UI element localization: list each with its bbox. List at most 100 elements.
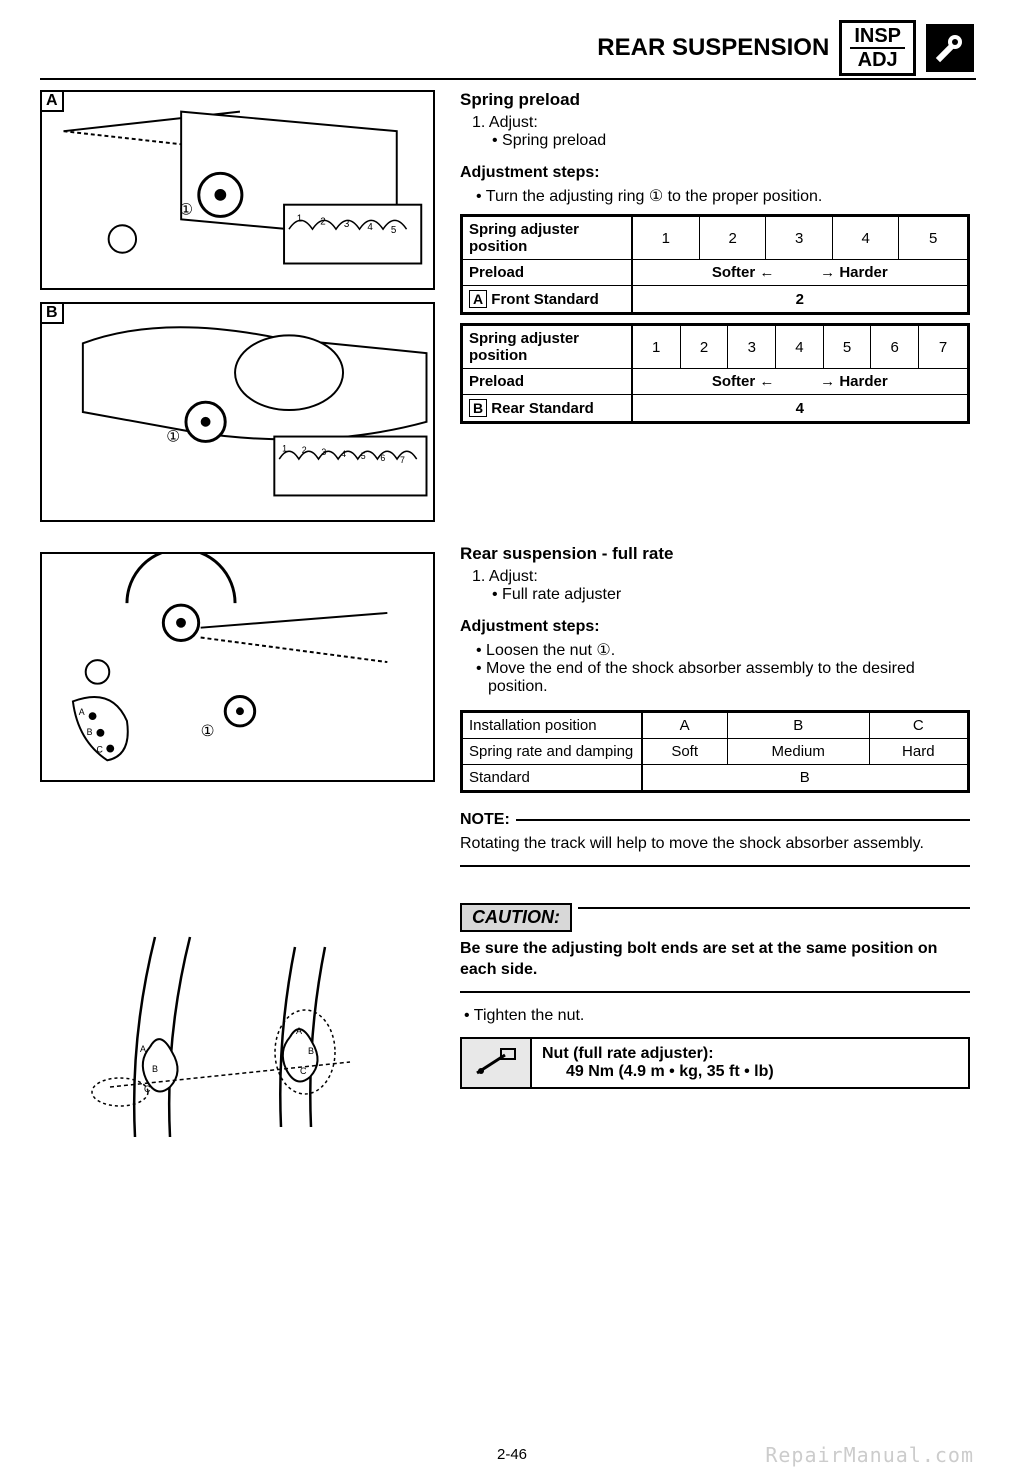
header-box-line2: ADJ bbox=[858, 49, 898, 71]
spring-adjuster-table-b: Spring adjuster position 1 2 3 4 5 6 7 P… bbox=[460, 323, 970, 424]
diagram-b: B ① 1 2 3 4 5 6 7 bbox=[40, 302, 435, 522]
svg-text:①: ① bbox=[179, 202, 193, 219]
svg-text:1: 1 bbox=[282, 443, 287, 453]
t1-c5: 5 bbox=[899, 216, 969, 260]
spring-adjuster-table-a: Spring adjuster position 1 2 3 4 5 Prelo… bbox=[460, 214, 970, 315]
diagram-d: ABC ABC bbox=[40, 922, 435, 1157]
caution-text: Be sure the adjusting bolt ends are set … bbox=[460, 938, 970, 981]
section1-step: 1. Adjust: bbox=[472, 114, 970, 132]
t1-preload: Softer ← → Harder bbox=[632, 260, 969, 286]
torque-wrench-icon bbox=[462, 1039, 532, 1087]
header-chapter-box: INSP ADJ bbox=[839, 20, 916, 76]
svg-text:B: B bbox=[152, 1064, 158, 1074]
t2-rh3: B Rear Standard bbox=[462, 395, 632, 423]
left-column: A ① 1 2 3 4 5 B ① 1 2 3 4 5 6 7 bbox=[40, 90, 440, 1169]
t2-rh3-box: B bbox=[469, 399, 487, 417]
page-number: 2-46 bbox=[497, 1446, 527, 1463]
t2-rh1: Spring adjuster position bbox=[462, 325, 632, 369]
watermark: RepairManual.com bbox=[765, 1443, 974, 1467]
svg-text:C: C bbox=[144, 1084, 151, 1094]
t2-c3: 3 bbox=[728, 325, 776, 369]
section2-heading: Rear suspension - full rate bbox=[460, 544, 970, 564]
page-header: REAR SUSPENSION INSP ADJ bbox=[597, 20, 974, 76]
t1-c1: 1 bbox=[632, 216, 700, 260]
t3-c1: A bbox=[642, 712, 728, 739]
svg-text:C: C bbox=[96, 744, 103, 754]
diagram-a-label: A bbox=[40, 90, 64, 112]
header-box-line1: INSP bbox=[850, 25, 905, 49]
installation-table: Installation position A B C Spring rate … bbox=[460, 710, 970, 793]
t1-c3: 3 bbox=[766, 216, 832, 260]
t1-rh3-box: A bbox=[469, 290, 487, 308]
torque-label: Nut (full rate adjuster): bbox=[542, 1045, 774, 1063]
right-column: Spring preload 1. Adjust: Spring preload… bbox=[460, 90, 970, 1089]
t2-c2: 2 bbox=[680, 325, 728, 369]
t2-c4: 4 bbox=[776, 325, 824, 369]
svg-text:B: B bbox=[308, 1046, 314, 1056]
caution-row: CAUTION: bbox=[460, 885, 970, 932]
diagram-c: ① A B C bbox=[40, 552, 435, 782]
t3-c2: B bbox=[727, 712, 869, 739]
t2-c6: 6 bbox=[871, 325, 919, 369]
t3-std: B bbox=[642, 765, 969, 792]
t3-v1: Soft bbox=[642, 739, 728, 765]
svg-text:A: A bbox=[79, 707, 85, 717]
svg-text:3: 3 bbox=[321, 447, 326, 457]
caution-label: CAUTION: bbox=[460, 903, 572, 932]
section2-bullet: Full rate adjuster bbox=[504, 586, 970, 604]
svg-text:5: 5 bbox=[361, 451, 366, 461]
t3-rh1: Installation position bbox=[462, 712, 642, 739]
svg-text:6: 6 bbox=[380, 453, 385, 463]
t2-std: 4 bbox=[632, 395, 969, 423]
svg-text:3: 3 bbox=[344, 219, 350, 230]
caution-end-rule bbox=[460, 991, 970, 993]
t2-c1: 1 bbox=[632, 325, 681, 369]
section1-adj-heading: Adjustment steps: bbox=[460, 164, 970, 182]
t3-c3: C bbox=[869, 712, 968, 739]
note-label: NOTE: bbox=[460, 811, 970, 829]
note-text: Rotating the track will help to move the… bbox=[460, 833, 970, 855]
header-rule bbox=[40, 78, 976, 80]
svg-text:4: 4 bbox=[367, 222, 373, 233]
t2-rh3-text: Rear Standard bbox=[487, 400, 594, 417]
section1-bullet: Spring preload bbox=[504, 132, 970, 150]
section2-adj-bullet2: Move the end of the shock absorber assem… bbox=[488, 660, 970, 696]
header-title: REAR SUSPENSION bbox=[597, 34, 829, 62]
svg-text:①: ① bbox=[166, 428, 180, 445]
t2-preload: Softer ← → Harder bbox=[632, 369, 969, 395]
section2-adj-heading: Adjustment steps: bbox=[460, 618, 970, 636]
t1-rh2: Preload bbox=[462, 260, 632, 286]
torque-spec-box: Nut (full rate adjuster): 49 Nm (4.9 m •… bbox=[460, 1037, 970, 1089]
t3-v2: Medium bbox=[727, 739, 869, 765]
note-end-rule bbox=[460, 865, 970, 867]
t1-rh3: A Front Standard bbox=[462, 286, 632, 314]
t3-v3: Hard bbox=[869, 739, 968, 765]
t1-rh3-text: Front Standard bbox=[487, 291, 599, 308]
t1-c2: 2 bbox=[700, 216, 766, 260]
torque-value: 49 Nm (4.9 m • kg, 35 ft • lb) bbox=[566, 1063, 774, 1081]
wrench-icon bbox=[926, 24, 974, 72]
section2-step: 1. Adjust: bbox=[472, 568, 970, 586]
svg-text:C: C bbox=[300, 1066, 307, 1076]
section2-adj-bullet1: Loosen the nut ①. bbox=[488, 640, 970, 660]
section1-adj-bullet: Turn the adjusting ring ① to the proper … bbox=[488, 186, 970, 206]
diagram-b-label: B bbox=[40, 302, 64, 324]
svg-text:5: 5 bbox=[391, 225, 397, 236]
svg-text:B: B bbox=[87, 727, 93, 737]
t1-c4: 4 bbox=[832, 216, 898, 260]
svg-text:1: 1 bbox=[297, 213, 302, 224]
t3-rh2: Spring rate and damping bbox=[462, 739, 642, 765]
t2-c7: 7 bbox=[919, 325, 969, 369]
section1-heading: Spring preload bbox=[460, 90, 970, 110]
torque-content: Nut (full rate adjuster): 49 Nm (4.9 m •… bbox=[532, 1039, 784, 1087]
svg-text:2: 2 bbox=[320, 216, 325, 227]
svg-text:A: A bbox=[296, 1026, 302, 1036]
diagram-a: A ① 1 2 3 4 5 bbox=[40, 90, 435, 290]
svg-text:4: 4 bbox=[341, 449, 346, 459]
t3-rh3: Standard bbox=[462, 765, 642, 792]
svg-text:A: A bbox=[140, 1044, 146, 1054]
svg-text:7: 7 bbox=[400, 455, 405, 465]
svg-text:2: 2 bbox=[302, 445, 307, 455]
t2-c5: 5 bbox=[823, 325, 871, 369]
t2-rh2: Preload bbox=[462, 369, 632, 395]
